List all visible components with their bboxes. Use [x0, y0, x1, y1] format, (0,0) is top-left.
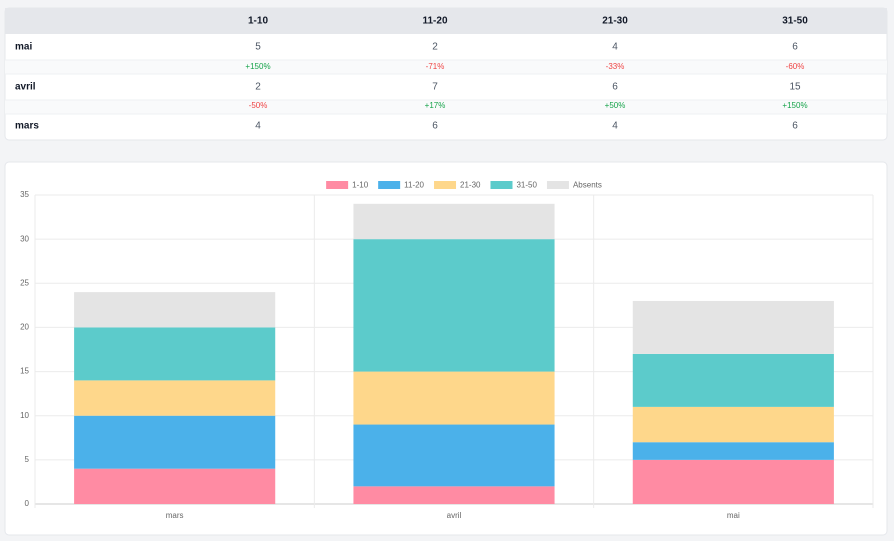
bar-segment	[353, 424, 555, 487]
x-tick-label: mars	[166, 511, 184, 520]
value-cell: 6	[432, 121, 438, 132]
change-cell: +17%	[425, 101, 446, 110]
value-cell: 4	[612, 42, 618, 53]
y-tick-label: 15	[20, 367, 29, 376]
bar-segment	[632, 442, 834, 460]
legend-label: 31-50	[516, 181, 537, 190]
y-tick-label: 35	[20, 190, 29, 199]
bar-segment	[74, 292, 276, 328]
column-header: 1-10	[248, 16, 268, 27]
value-cell: 6	[792, 42, 798, 53]
change-cell: +50%	[605, 101, 626, 110]
y-tick-label: 30	[20, 234, 29, 243]
value-cell: 6	[612, 82, 618, 93]
legend-swatch	[490, 181, 513, 189]
legend-swatch	[546, 181, 569, 189]
bar-segment	[74, 468, 276, 504]
row-label: mars	[15, 121, 39, 132]
value-cell: 4	[612, 121, 618, 132]
value-cell: 2	[432, 42, 438, 53]
bar-segment	[74, 327, 276, 381]
bar-segment	[632, 406, 834, 443]
legend-swatch	[434, 181, 457, 189]
change-cell: -71%	[426, 62, 445, 71]
bar-segment	[353, 486, 555, 504]
column-header: 11-20	[422, 16, 447, 27]
value-cell: 15	[789, 82, 801, 93]
change-row-bg	[5, 60, 887, 74]
bar-segment	[632, 300, 834, 354]
bar-segment	[353, 203, 555, 240]
bar-segment	[632, 353, 834, 407]
value-cell: 2	[255, 82, 261, 93]
legend-label: 21-30	[460, 181, 481, 190]
row-label: avril	[15, 82, 36, 93]
x-tick-label: avril	[447, 511, 462, 520]
bar-segment	[74, 380, 276, 416]
column-header: 21-30	[602, 16, 628, 27]
legend-swatch	[326, 181, 349, 189]
change-row-bg	[5, 100, 887, 114]
bar-segment	[353, 371, 555, 425]
value-cell: 6	[792, 121, 798, 132]
legend-swatch	[378, 181, 401, 189]
y-tick-label: 5	[25, 455, 30, 464]
x-tick-label: mai	[727, 511, 740, 520]
bar-segment	[632, 459, 834, 504]
value-cell: 5	[255, 42, 261, 53]
row-label: mai	[15, 42, 32, 53]
change-cell: -50%	[249, 101, 268, 110]
value-cell: 4	[255, 121, 261, 132]
y-tick-label: 0	[25, 499, 30, 508]
value-cell: 7	[432, 82, 438, 93]
bar-segment	[74, 415, 276, 469]
change-cell: +150%	[245, 62, 270, 71]
y-tick-label: 10	[20, 411, 29, 420]
legend-label: 1-10	[352, 181, 369, 190]
table-header	[5, 8, 887, 34]
legend-label: 11-20	[404, 181, 424, 190]
change-cell: -60%	[786, 62, 805, 71]
y-tick-label: 20	[20, 323, 29, 332]
change-cell: +150%	[782, 101, 807, 110]
legend-label: Absents	[573, 181, 602, 190]
change-cell: -33%	[606, 62, 625, 71]
column-header: 31-50	[782, 16, 808, 27]
y-tick-label: 25	[20, 278, 29, 287]
bar-segment	[353, 239, 555, 372]
